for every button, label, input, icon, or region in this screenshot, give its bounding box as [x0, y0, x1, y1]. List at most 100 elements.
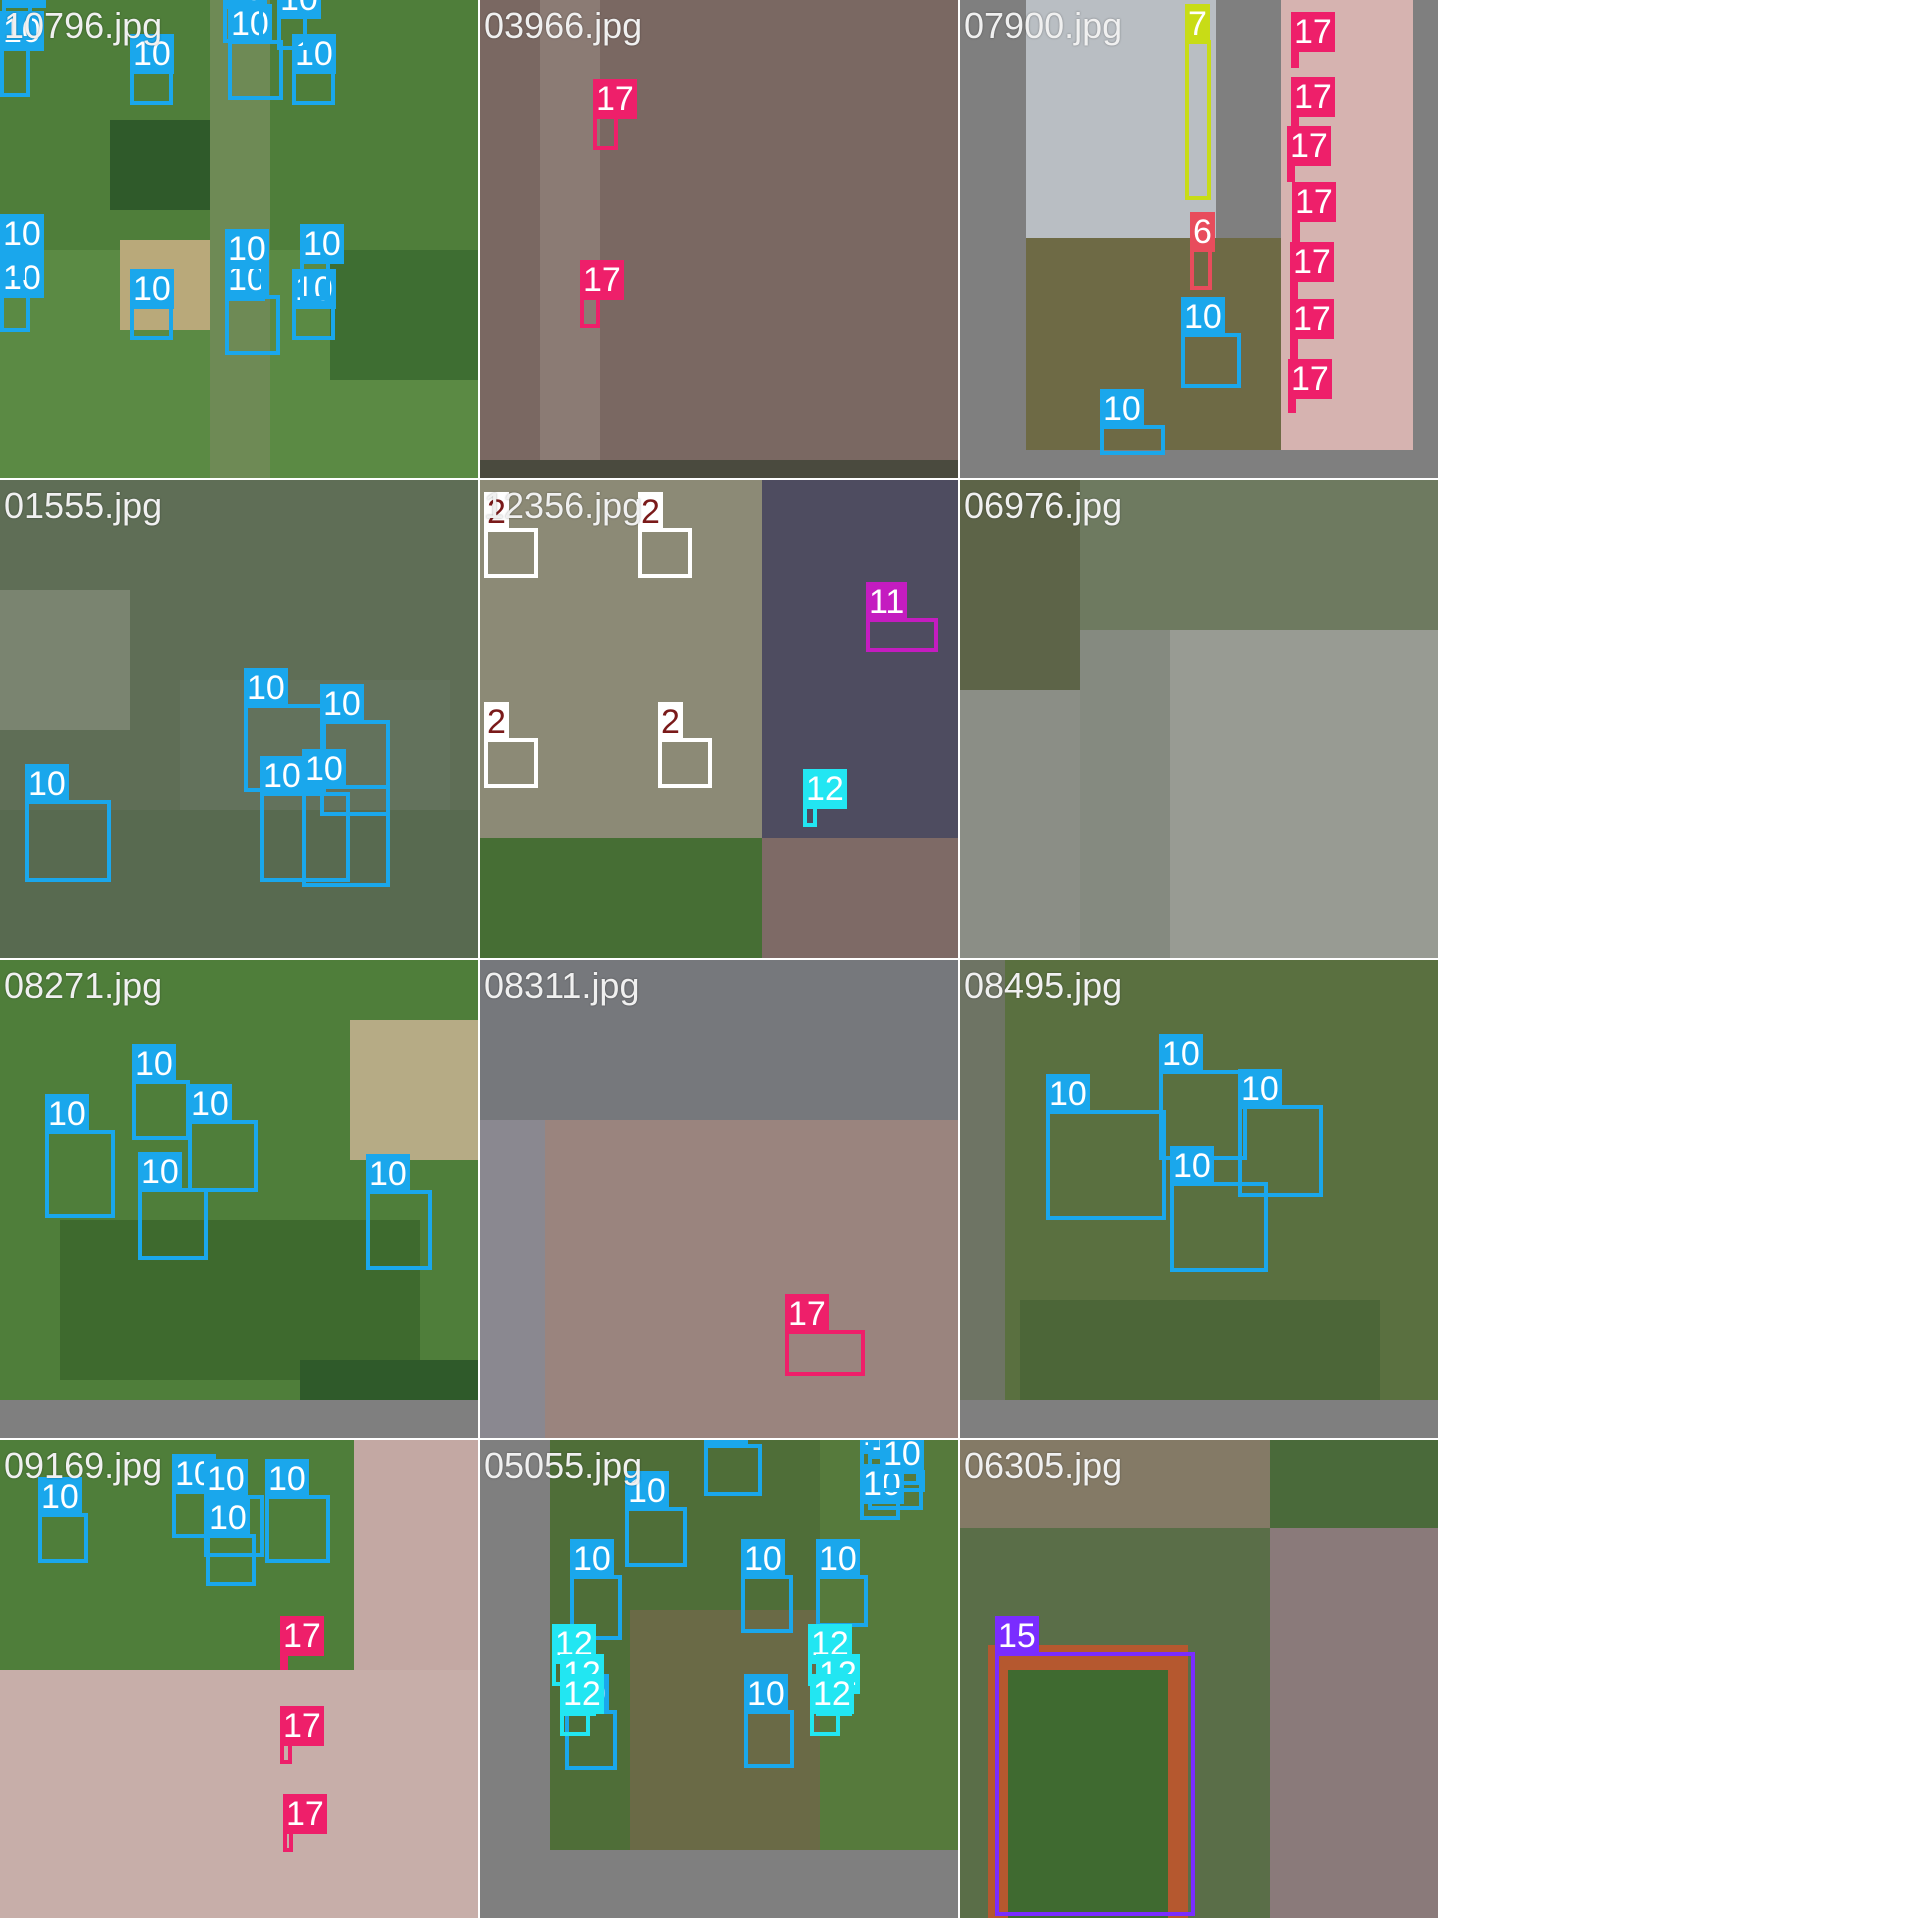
detection-box: 2 [658, 702, 712, 788]
detection-box: 2 [638, 492, 692, 578]
class-label: 10 [0, 11, 44, 51]
class-label: 10 [25, 764, 69, 804]
detection-box: 10 [130, 34, 174, 105]
aerial-image [480, 480, 958, 958]
class-label: 10 [1159, 1034, 1203, 1074]
detection-box: 12 [803, 769, 847, 827]
image-tile: 7 6 10 10 17 17 17 17 17 17 17 07900.jpg [960, 0, 1438, 478]
detection-box: 10 [302, 749, 390, 887]
class-label: 2 [638, 492, 663, 532]
class-label: 10 [260, 756, 304, 796]
detection-box: 10 [292, 34, 336, 105]
detection-box: 10 [223, 0, 267, 43]
detection-box: 10 [744, 1674, 794, 1768]
detection-box: 17 [1288, 359, 1332, 413]
aerial-image [480, 960, 958, 1438]
detection-box: 10 [1181, 297, 1241, 388]
detection-box: 10 [277, 0, 321, 50]
detection-box: 10 [366, 1154, 432, 1270]
aerial-image [960, 1440, 1438, 1918]
detection-box: 10 [0, 214, 44, 280]
class-label: 2 [658, 702, 683, 742]
detection-box: 12 [560, 1674, 604, 1736]
class-label: 17 [1288, 359, 1332, 399]
class-label: 10 [130, 34, 174, 74]
detection-box: 10 [2, 0, 46, 40]
class-label: 10 [45, 1094, 89, 1134]
detection-box: 10 [225, 229, 269, 301]
image-tile: 10 10 10 10 10 08271.jpg [0, 960, 478, 1438]
class-label: 7 [1185, 4, 1210, 44]
class-label: 10 [302, 749, 346, 789]
detection-box: 12 [810, 1674, 854, 1736]
detection-box: 10 [45, 1094, 115, 1218]
image-tile: 10 10 10 10 08495.jpg [960, 960, 1438, 1438]
detection-box: 10 [206, 1498, 256, 1586]
detection-box: 10 [132, 1044, 190, 1140]
class-label: 12 [810, 1674, 854, 1714]
class-label: 10 [1181, 297, 1225, 337]
detection-mosaic-grid: 1010101010101010101010101010101010796.jp… [0, 0, 1438, 1918]
detection-box: 15 [995, 1616, 1195, 1916]
class-label: 6 [1190, 212, 1215, 252]
detection-box: 10 [244, 668, 326, 792]
image-tile: 17 17 03966.jpg [480, 0, 958, 478]
class-label: 15 [995, 1616, 1039, 1656]
class-label: 10 [570, 1539, 614, 1579]
class-label: 10 [625, 1471, 669, 1511]
detection-box: 10 [860, 1464, 904, 1520]
detection-box: 10 [0, 258, 44, 332]
class-label: 10 [320, 684, 364, 724]
class-label: 10 [244, 668, 288, 708]
detection-box: 10 [1046, 1074, 1166, 1220]
image-tile: 15 06305.jpg [960, 1440, 1438, 1918]
image-tile: 06976.jpg [960, 480, 1438, 958]
detection-box: 10 [704, 1440, 762, 1496]
class-label: 2 [484, 492, 509, 532]
class-label: 10 [132, 1044, 176, 1084]
detection-box: 10 [625, 1471, 687, 1567]
image-tile: 101010101010101010101012121212121205055.… [480, 1440, 958, 1918]
class-label: 17 [1292, 182, 1336, 222]
detection-box: 10 [130, 269, 174, 340]
image-tile: 17 08311.jpg [480, 960, 958, 1438]
class-label: 10 [0, 214, 44, 254]
class-label: 10 [204, 1459, 248, 1499]
image-tile: 1010101010101010101010101010101010796.jp… [0, 0, 478, 478]
class-label: 17 [1291, 12, 1335, 52]
class-label: 17 [1291, 77, 1335, 117]
class-label: 10 [130, 269, 174, 309]
class-label: 10 [741, 1539, 785, 1579]
class-label: 10 [292, 34, 336, 74]
class-label: 10 [2, 0, 46, 8]
detection-box: 10 [570, 1539, 622, 1640]
class-label: 11 [866, 582, 908, 622]
detection-box: 7 [1185, 4, 1211, 200]
class-label: 12 [803, 769, 847, 809]
class-label: 12 [560, 1674, 604, 1714]
detection-box: 10 [25, 764, 111, 882]
class-label: 10 [816, 1539, 860, 1579]
detection-box: 10 [1238, 1069, 1323, 1197]
detection-box: 10 [0, 11, 44, 97]
class-label: 17 [280, 1706, 324, 1746]
detection-box: 2 [484, 702, 538, 788]
class-label: 10 [188, 1084, 232, 1124]
detection-box: 10 [138, 1152, 208, 1260]
image-tile: 10 10 10 10 10 17 17 17 09169.jpg [0, 1440, 478, 1918]
detection-box: 11 [866, 582, 938, 652]
detection-box: 10 [38, 1477, 88, 1563]
detection-box: 10 [265, 1459, 330, 1563]
class-label: 17 [785, 1294, 829, 1334]
class-label: 10 [744, 1674, 788, 1714]
image-tile: 10 10 10 10 10 01555.jpg [0, 480, 478, 958]
detection-box: 10 [225, 259, 280, 355]
class-label: 10 [138, 1152, 182, 1192]
image-tile: 2 2 2 2 11 12 12356.jpg [480, 480, 958, 958]
detection-box: 10 [1100, 389, 1165, 455]
detection-box: 10 [741, 1539, 793, 1633]
detection-box: 17 [593, 79, 637, 150]
class-label: 10 [300, 224, 344, 264]
class-label: 10 [704, 1440, 748, 1448]
class-label: 10 [223, 0, 267, 9]
